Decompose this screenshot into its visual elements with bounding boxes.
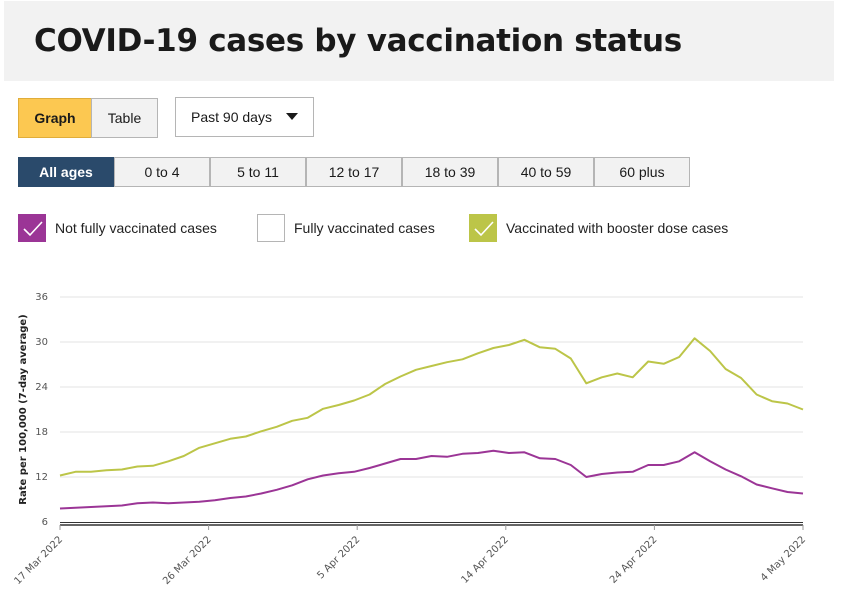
legend-not-fully-vaccinated[interactable]: Not fully vaccinated cases	[18, 213, 217, 243]
y-tick-label: 12	[35, 472, 48, 483]
age-tab-5-11[interactable]: 5 to 11	[210, 157, 306, 187]
age-tab-all[interactable]: All ages	[18, 157, 114, 187]
legend-label-fully: Fully vaccinated cases	[294, 220, 435, 236]
x-tick-label: 5 Apr 2022	[315, 534, 362, 581]
check-icon	[474, 221, 494, 237]
legend-label-not-fully: Not fully vaccinated cases	[55, 220, 217, 236]
graph-view-button[interactable]: Graph	[18, 98, 92, 138]
checkbox-not-fully-vaccinated[interactable]	[18, 214, 46, 242]
x-tick-label: 14 Apr 2022	[459, 534, 511, 586]
period-select-value: Past 90 days	[191, 109, 272, 125]
y-tick-label: 18	[35, 427, 48, 438]
age-tab-40-59[interactable]: 40 to 59	[498, 157, 594, 187]
legend-booster[interactable]: Vaccinated with booster dose cases	[469, 213, 728, 243]
age-tab-0-4[interactable]: 0 to 4	[114, 157, 210, 187]
legend-fully-vaccinated[interactable]: Fully vaccinated cases	[257, 213, 435, 243]
checkbox-booster[interactable]	[469, 214, 497, 242]
page-title: COVID-19 cases by vaccination status	[34, 23, 682, 59]
y-tick-label: 24	[35, 382, 48, 393]
x-tick-label: 17 Mar 2022	[13, 534, 66, 587]
x-tick-label: 24 Apr 2022	[608, 534, 660, 586]
period-select[interactable]: Past 90 days	[175, 97, 314, 137]
legend-label-booster: Vaccinated with booster dose cases	[506, 220, 729, 236]
check-icon	[23, 221, 43, 237]
cases-line-chart: 6 12 18 24 30 36 Rate per 100,000 (7-day avera…	[13, 292, 809, 587]
series-line-booster	[59, 337, 804, 477]
age-tab-12-17[interactable]: 12 to 17	[306, 157, 402, 187]
series-line-not-fully-vaccinated	[59, 449, 804, 510]
age-tab-60-plus[interactable]: 60 plus	[594, 157, 690, 187]
table-view-button[interactable]: Table	[91, 98, 158, 138]
y-tick-label: 6	[42, 517, 48, 528]
checkbox-fully-vaccinated[interactable]	[257, 214, 285, 242]
y-axis-label: Rate per 100,000 (7-day average)	[18, 314, 29, 504]
x-tick-label: 26 Mar 2022	[161, 534, 214, 587]
page-header: COVID-19 cases by vaccination status	[4, 1, 834, 81]
age-tab-18-39[interactable]: 18 to 39	[402, 157, 498, 187]
chevron-down-icon	[286, 113, 298, 120]
y-tick-label: 30	[35, 337, 48, 348]
y-tick-label: 36	[35, 292, 48, 303]
x-tick-label: 4 May 2022	[759, 534, 808, 583]
